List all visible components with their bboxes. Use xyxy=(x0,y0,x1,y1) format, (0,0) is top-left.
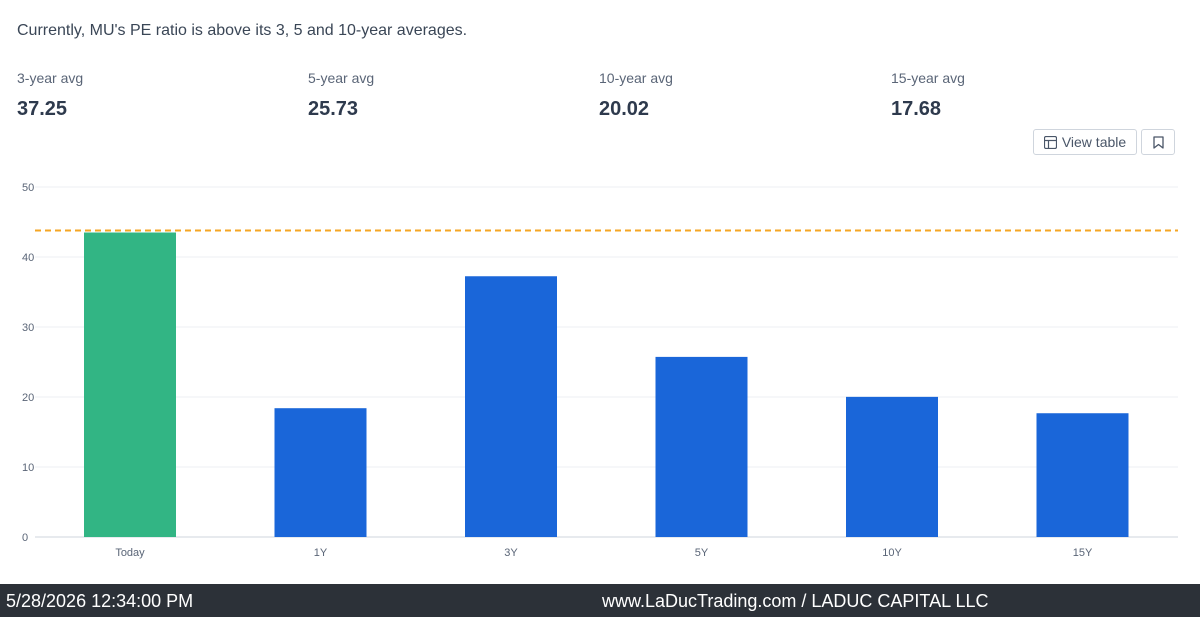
bar-today xyxy=(84,232,176,537)
bar-10y xyxy=(846,396,938,537)
stat-value: 17.68 xyxy=(891,98,942,120)
view-table-label: View table xyxy=(1061,134,1127,150)
y-tick-label: 50 xyxy=(22,182,34,194)
stat-label: 15-year avg xyxy=(891,70,965,86)
x-tick-label: Today xyxy=(115,547,145,559)
stat-value: 20.02 xyxy=(599,98,650,120)
x-tick-label: 3Y xyxy=(504,547,518,559)
stat-value: 25.73 xyxy=(308,98,359,120)
stat-5-year-avg: 5-year avg 25.73 xyxy=(308,70,374,121)
stat-value: 37.25 xyxy=(17,98,68,120)
footer-timestamp: 5/28/2026 12:34:00 PM xyxy=(6,591,194,611)
footer-watermark: www.LaDucTrading.com / LADUC CAPITAL LLC xyxy=(602,591,989,611)
x-tick-label: 10Y xyxy=(882,547,902,559)
x-tick-label: 5Y xyxy=(695,547,709,559)
bar-15y xyxy=(1036,413,1129,537)
stat-label: 5-year avg xyxy=(308,70,375,86)
y-tick-label: 40 xyxy=(22,252,34,264)
pe-ratio-bar-chart: 0 10 20 30 40 50 Today 1Y 3Y 5Y 10Y 15Y xyxy=(22,182,1178,559)
y-tick-label: 0 xyxy=(22,532,28,544)
y-tick-label: 30 xyxy=(22,322,34,334)
view-table-button[interactable]: View table xyxy=(1033,129,1137,155)
table-icon xyxy=(1043,135,1057,149)
x-tick-label: 1Y xyxy=(314,547,328,559)
bar-3y xyxy=(465,276,557,537)
stat-label: 3-year avg xyxy=(17,70,84,86)
bar-1y xyxy=(274,408,367,537)
stat-10-year-avg: 10-year avg 20.02 xyxy=(599,70,673,121)
bar-5y xyxy=(655,356,748,537)
bookmark-button[interactable] xyxy=(1141,129,1175,155)
stat-15-year-avg: 15-year avg 17.68 xyxy=(891,70,965,121)
y-tick-label: 20 xyxy=(22,392,34,404)
headline: Currently, MU's PE ratio is above its 3,… xyxy=(17,22,468,39)
x-tick-label: 15Y xyxy=(1073,547,1093,559)
bookmark-icon xyxy=(1152,135,1164,149)
y-tick-label: 10 xyxy=(22,462,34,474)
footer-bar: 5/28/2026 12:34:00 PM www.LaDucTrading.c… xyxy=(0,584,1200,617)
stat-3-year-avg: 3-year avg 37.25 xyxy=(17,70,83,121)
stat-label: 10-year avg xyxy=(599,70,673,86)
